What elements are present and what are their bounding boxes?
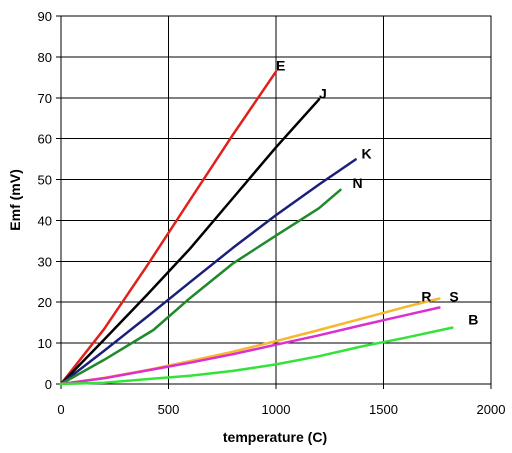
x-tick-label-1500: 1500 — [369, 402, 398, 417]
series-line-n — [59, 188, 342, 386]
y-tick-label-0: 0 — [45, 377, 52, 392]
y-axis-title: Emf (mV) — [7, 169, 23, 230]
y-tick-label-70: 70 — [38, 91, 52, 106]
y-tick-label-10: 10 — [38, 336, 52, 351]
x-tick-label-2000: 2000 — [477, 402, 506, 417]
y-tick-label-30: 30 — [38, 254, 52, 269]
y-tick-label-80: 80 — [38, 50, 52, 65]
y-tick-label-40: 40 — [38, 213, 52, 228]
series-label-b: B — [468, 312, 478, 328]
x-tick-label-500: 500 — [158, 402, 180, 417]
series-label-j: J — [319, 85, 327, 101]
series-line-e — [59, 70, 278, 386]
series-line-j — [59, 98, 321, 386]
series-line-b — [59, 326, 454, 386]
series-label-s: S — [449, 289, 458, 305]
series-line-s — [59, 306, 441, 386]
series-label-n: N — [353, 175, 363, 191]
y-tick-label-20: 20 — [38, 295, 52, 310]
y-tick-label-50: 50 — [38, 173, 52, 188]
x-tick-label-0: 0 — [57, 402, 64, 417]
series-label-k: K — [362, 146, 372, 162]
series-lines — [59, 70, 454, 386]
tick-labels: 0 10 20 30 40 50 60 70 80 90 0 500 1000 1500 2000 — [38, 9, 506, 417]
series-labels: E J KN R SB — [276, 58, 478, 328]
y-tick-label-90: 90 — [38, 9, 52, 24]
series-label-e: E — [276, 58, 285, 74]
x-axis-title: temperature (C) — [223, 429, 327, 445]
x-tick-label-1000: 1000 — [262, 402, 291, 417]
series-line-k — [59, 158, 357, 386]
axes — [56, 15, 492, 389]
y-tick-label-60: 60 — [38, 132, 52, 147]
series-label-r: R — [421, 289, 431, 305]
